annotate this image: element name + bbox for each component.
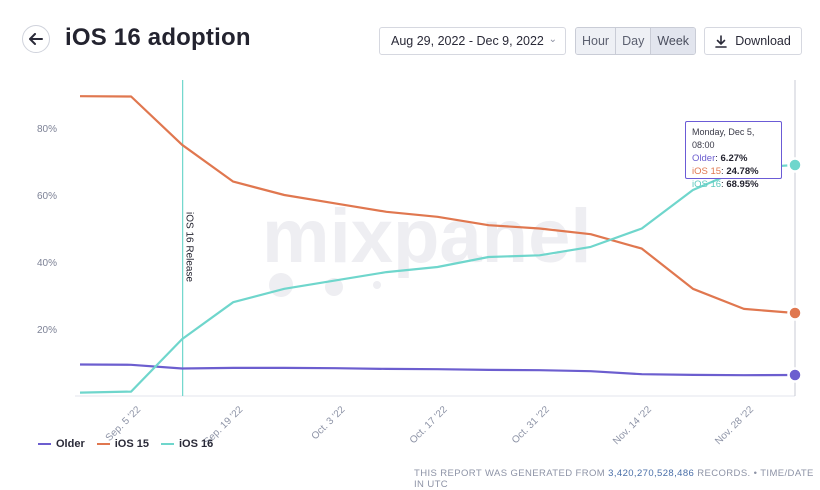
download-button[interactable]: Download xyxy=(704,27,802,55)
y-tick-label: 60% xyxy=(37,191,57,202)
x-tick-label: Nov. 14 '22 xyxy=(611,404,654,447)
tooltip-row-ios16: iOS 16: 68.95% xyxy=(692,179,759,190)
chart-legend: Older iOS 15 iOS 16 xyxy=(38,438,213,450)
legend-item-older[interactable]: Older xyxy=(38,438,85,450)
series-endpoint-older xyxy=(787,367,803,383)
granularity-toggle: Hour Day Week xyxy=(575,27,697,55)
watermark-dot xyxy=(269,273,293,297)
series-endpoint-ios16 xyxy=(787,157,803,173)
arrow-left-icon xyxy=(29,33,43,45)
footer-prefix: THIS REPORT WAS GENERATED FROM xyxy=(414,468,606,479)
series-line-older xyxy=(79,363,796,377)
x-tick-label: Oct. 31 '22 xyxy=(510,404,552,446)
download-icon xyxy=(715,34,728,48)
legend-label: Older xyxy=(56,438,85,450)
series-line-ios16 xyxy=(79,163,796,394)
watermark-dot xyxy=(373,281,381,289)
y-tick-label: 40% xyxy=(37,258,57,269)
x-tick-label: Nov. 28 '22 xyxy=(713,404,756,447)
series-endpoint-ios15 xyxy=(787,305,803,321)
tooltip-heading: Monday, Dec 5, 08:00 xyxy=(692,127,755,150)
legend-label: iOS 15 xyxy=(114,438,149,450)
hover-tooltip: Monday, Dec 5, 08:00 Older: 6.27% iOS 15… xyxy=(685,121,782,190)
release-annotation-label: iOS 16 Release xyxy=(184,212,195,282)
granularity-hour-button[interactable]: Hour xyxy=(576,28,617,54)
report-footer: THIS REPORT WAS GENERATED FROM 3,420,270… xyxy=(414,468,820,490)
granularity-week-button[interactable]: Week xyxy=(651,28,696,54)
granularity-day-button[interactable]: Day xyxy=(616,28,652,54)
legend-swatch xyxy=(160,443,174,445)
x-tick-label: Oct. 17 '22 xyxy=(408,404,450,446)
watermark-dot xyxy=(325,278,343,296)
page-title: iOS 16 adoption xyxy=(65,24,251,51)
legend-label: iOS 16 xyxy=(178,438,214,450)
footer-records: 3,420,270,528,486 xyxy=(608,468,695,479)
chevron-down-icon: ⌄ xyxy=(548,34,557,45)
legend-item-ios15[interactable]: iOS 15 xyxy=(96,438,149,450)
date-range-value: Aug 29, 2022 - Dec 9, 2022 xyxy=(391,34,544,48)
x-tick-label: Oct. 3 '22 xyxy=(310,404,348,442)
legend-item-ios16[interactable]: iOS 16 xyxy=(160,438,214,450)
date-range-select[interactable]: Aug 29, 2022 - Dec 9, 2022 ⌄ xyxy=(379,27,566,55)
tooltip-row-ios15: iOS 15: 24.78% xyxy=(692,166,759,177)
legend-swatch xyxy=(38,443,51,445)
back-button[interactable] xyxy=(22,25,50,53)
tooltip-row-older: Older: 6.27% xyxy=(692,153,748,164)
y-tick-label: 80% xyxy=(37,124,57,135)
download-label: Download xyxy=(735,34,791,48)
series-line-ios15 xyxy=(79,95,796,315)
mixpanel-watermark: mixpanel xyxy=(262,194,591,279)
legend-swatch xyxy=(96,443,110,445)
y-tick-label: 20% xyxy=(37,325,57,336)
